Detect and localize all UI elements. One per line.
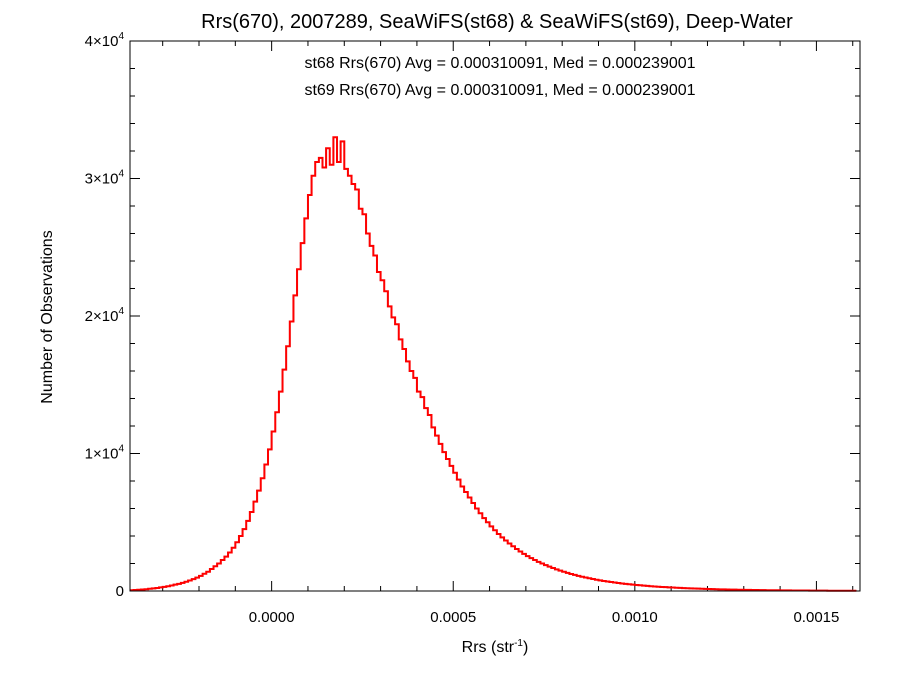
x-axis-label-base: Rrs (str bbox=[462, 639, 515, 656]
annotation-st69: st69 Rrs(670) Avg = 0.000310091, Med = 0… bbox=[304, 82, 695, 99]
x-axis-label-exponent: -1 bbox=[514, 638, 523, 649]
series-st69 bbox=[130, 136, 857, 592]
y-axis-label: Number of Observations bbox=[39, 230, 56, 403]
histogram-line-st69 bbox=[130, 136, 857, 592]
y-tick-label: 3×104 bbox=[85, 169, 125, 188]
x-tick-label: 0.0005 bbox=[430, 609, 476, 626]
x-axis-label: Rrs (str-1) bbox=[462, 638, 529, 656]
x-tick-label: 0.0010 bbox=[612, 609, 658, 626]
plot-frame bbox=[129, 40, 861, 592]
chart-title: Rrs(670), 2007289, SeaWiFS(st68) & SeaWi… bbox=[201, 11, 793, 33]
annotation-st68: st68 Rrs(670) Avg = 0.000310091, Med = 0… bbox=[304, 55, 695, 72]
x-tick-label: 0.0000 bbox=[249, 609, 295, 626]
histogram-line-st68 bbox=[130, 136, 857, 592]
axis-ticks: 0.0000 0.0005 0.0010 0.0015 0 1×104 2×104 3×104… bbox=[85, 31, 860, 626]
series-st68 bbox=[130, 136, 857, 592]
y-tick-label: 1×104 bbox=[85, 444, 125, 463]
y-tick-label: 0 bbox=[116, 583, 124, 600]
x-axis-label-tail: ) bbox=[523, 639, 528, 656]
y-tick-label: 4×104 bbox=[85, 31, 125, 50]
x-tick-label: 0.0015 bbox=[793, 609, 839, 626]
y-tick-label: 2×104 bbox=[85, 306, 125, 325]
